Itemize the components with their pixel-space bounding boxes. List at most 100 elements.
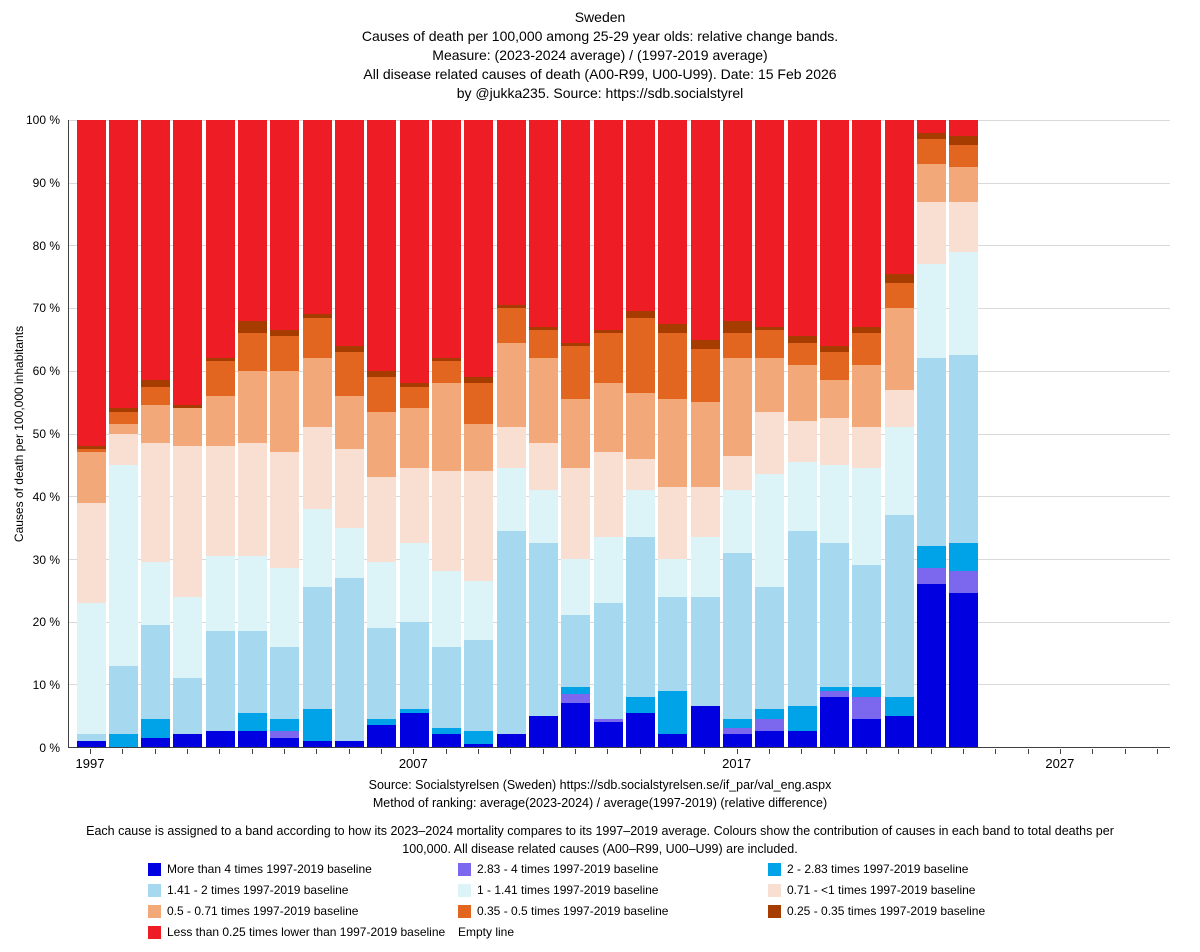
bar-segment xyxy=(949,251,979,356)
legend-swatch xyxy=(458,862,471,876)
legend-item: 1 - 1.41 times 1997-2019 baseline xyxy=(458,883,768,897)
bar-segment xyxy=(787,530,817,707)
y-tick-label: 100 % xyxy=(25,113,60,127)
x-tick-mark xyxy=(639,749,641,754)
title-line-5: by @jukka235. Source: https://sdb.social… xyxy=(456,85,744,101)
bar-segment xyxy=(820,696,850,747)
x-tick-mark xyxy=(865,749,867,754)
bar-segment xyxy=(302,508,332,588)
title-line-3: Measure: (2023-2024 average) / (1997-201… xyxy=(432,47,768,63)
bar-segment xyxy=(561,345,591,400)
bar-segment xyxy=(238,712,268,732)
bar-segment xyxy=(399,543,429,622)
bar-segment xyxy=(755,731,785,747)
bar-segment xyxy=(787,120,817,337)
bar-2013 xyxy=(593,120,623,747)
bar-segment xyxy=(76,602,106,735)
bar-segment xyxy=(626,712,656,747)
bar-segment xyxy=(141,442,171,563)
bar-1997 xyxy=(76,120,106,747)
bar-segment xyxy=(399,621,429,710)
legend-item: 0.71 - <1 times 1997-2019 baseline xyxy=(768,883,1078,897)
bar-segment xyxy=(917,120,947,133)
bar-segment xyxy=(884,120,914,274)
legend-label: Empty line xyxy=(458,925,515,939)
x-tick-mark xyxy=(736,749,738,754)
bar-segment xyxy=(852,364,882,428)
bar-segment xyxy=(658,399,688,487)
bar-segment xyxy=(141,386,171,406)
bar-segment xyxy=(755,327,785,331)
bar-segment xyxy=(755,411,785,475)
legend-swatch xyxy=(458,904,471,918)
bar-segment xyxy=(432,471,462,572)
legend-swatch xyxy=(148,904,161,918)
bar-segment xyxy=(432,728,462,735)
bar-segment xyxy=(884,308,914,390)
bar-segment xyxy=(626,317,656,393)
bar-segment xyxy=(658,323,688,334)
y-tick-label: 40 % xyxy=(32,489,60,504)
bar-segment xyxy=(949,571,979,594)
bar-segment xyxy=(593,452,623,537)
bar-segment xyxy=(949,135,979,146)
bar-2014 xyxy=(626,120,656,747)
bar-segment xyxy=(464,424,494,472)
bar-2015 xyxy=(658,120,688,747)
bar-segment xyxy=(367,477,397,563)
legend-swatch xyxy=(768,862,781,876)
bar-segment xyxy=(270,737,300,747)
x-tick-mark xyxy=(90,749,91,754)
bar-segment xyxy=(561,615,591,688)
bar-segment xyxy=(108,411,138,425)
bar-segment xyxy=(593,383,623,453)
bar-segment xyxy=(76,502,106,603)
x-tick-mark xyxy=(510,749,512,754)
bar-segment xyxy=(884,389,914,428)
bar-2024 xyxy=(949,120,979,747)
bar-segment xyxy=(884,696,914,716)
bar-segment xyxy=(755,709,785,719)
bar-segment xyxy=(270,646,300,719)
y-tick-label: 0 % xyxy=(39,741,60,755)
bar-segment xyxy=(367,562,397,628)
bar-segment xyxy=(755,358,785,412)
bar-segment xyxy=(723,320,753,334)
bar-segment xyxy=(270,330,300,337)
bar-segment xyxy=(852,120,882,327)
bar-segment xyxy=(270,120,300,331)
bar-segment xyxy=(302,358,332,428)
bar-segment xyxy=(464,120,494,378)
bar-segment xyxy=(820,345,850,353)
legend-label: Less than 0.25 times lower than 1997-201… xyxy=(167,925,446,939)
x-tick-mark xyxy=(283,749,285,754)
bar-segment xyxy=(108,433,138,465)
bar-segment xyxy=(626,696,656,713)
bar-2012 xyxy=(561,120,591,747)
bar-segment xyxy=(108,408,138,412)
bar-segment xyxy=(917,201,947,265)
bar-segment xyxy=(755,718,785,732)
bar-segment xyxy=(917,138,947,164)
bar-segment xyxy=(884,283,914,309)
bar-segment xyxy=(108,464,138,666)
bar-segment xyxy=(399,408,429,469)
x-tick-mark xyxy=(154,749,156,754)
bar-segment xyxy=(496,427,526,469)
bar-2017 xyxy=(723,120,753,747)
y-tick-label: 50 % xyxy=(32,427,60,441)
bar-segment xyxy=(820,417,850,465)
bar-segment xyxy=(76,740,106,747)
bar-segment xyxy=(820,543,850,688)
bar-2009 xyxy=(464,120,494,747)
bar-segment xyxy=(464,731,494,744)
bar-segment xyxy=(238,555,268,632)
title-line-2: Causes of death per 100,000 among 25-29 … xyxy=(361,28,839,44)
bar-segment xyxy=(820,380,850,418)
bar-segment xyxy=(820,352,850,381)
legend-label: 1 - 1.41 times 1997-2019 baseline xyxy=(477,883,659,897)
bar-segment xyxy=(626,489,656,537)
legend-item: Less than 0.25 times lower than 1997-201… xyxy=(148,925,458,939)
bar-2011 xyxy=(529,120,559,747)
bar-segment xyxy=(561,468,591,559)
